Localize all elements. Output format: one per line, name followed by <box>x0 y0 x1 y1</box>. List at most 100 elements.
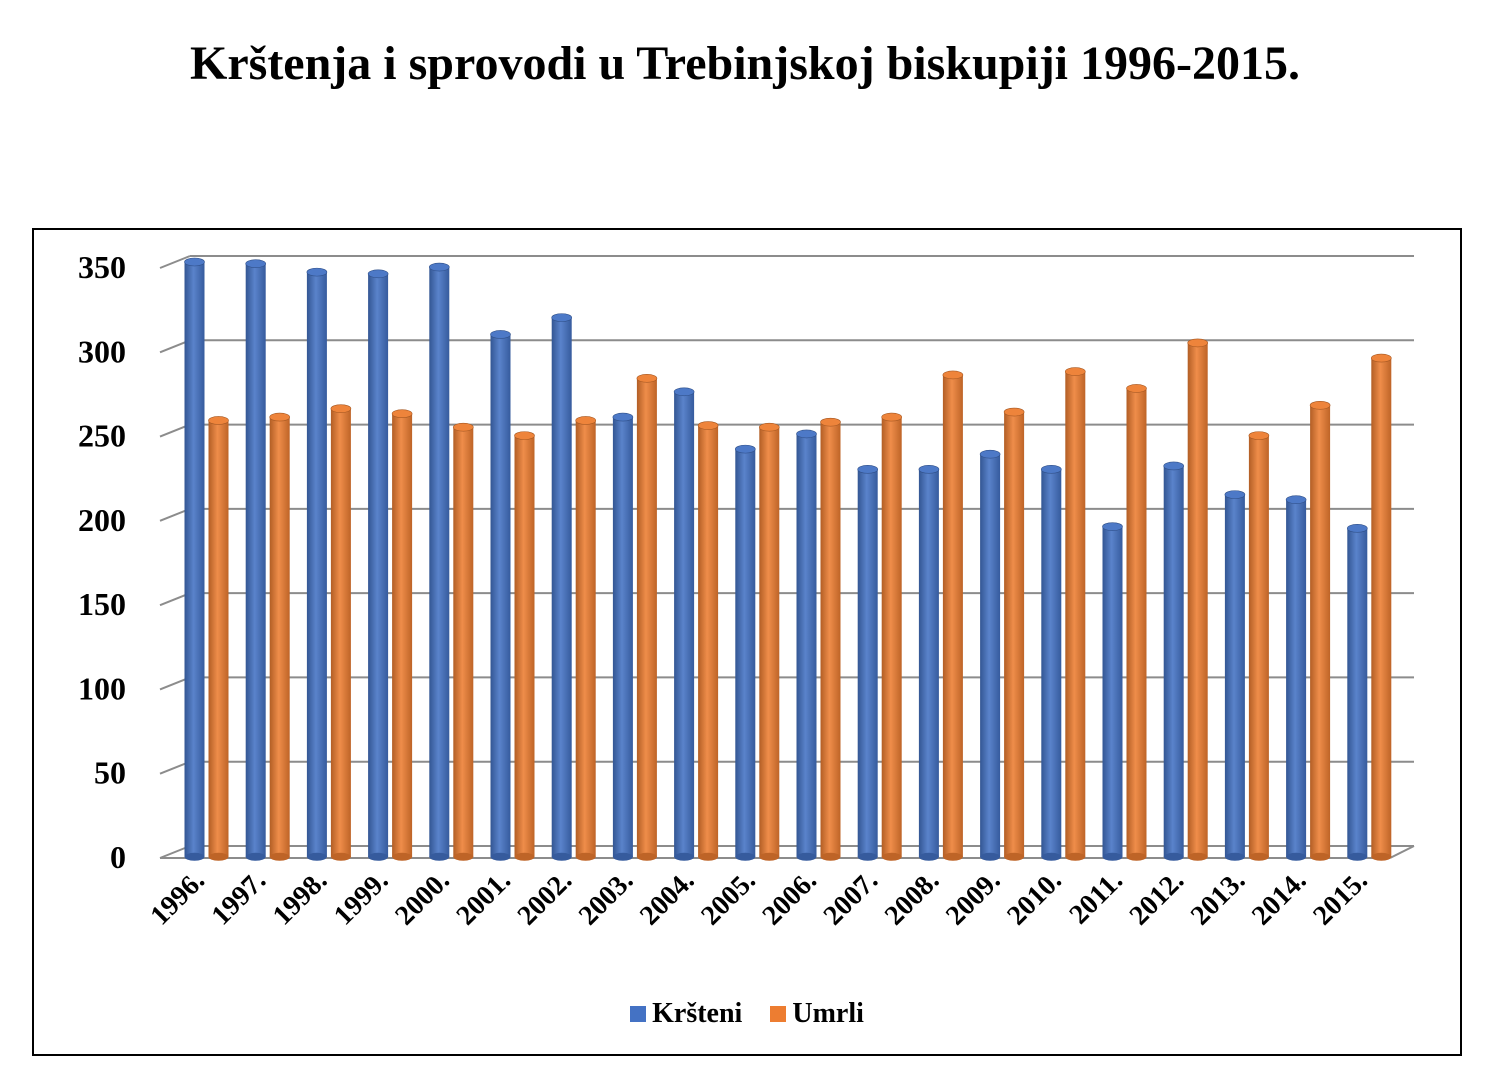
legend-swatch <box>630 1006 647 1022</box>
bar-top <box>367 269 389 279</box>
bar-umrli <box>759 427 780 857</box>
bar-krsteni <box>980 454 1001 857</box>
bar-base <box>429 852 450 861</box>
bar-top <box>1126 384 1147 393</box>
bar-base <box>490 852 511 861</box>
x-tick-label: 1998. <box>267 865 333 931</box>
x-tick-label: 2006. <box>756 865 822 931</box>
bar-top <box>208 416 229 425</box>
bar-base <box>1371 852 1392 861</box>
bar-base <box>1248 852 1269 861</box>
bar-top <box>330 404 352 413</box>
chart-legend: Kršteni Umrli <box>34 998 1460 1030</box>
bar-base <box>820 852 841 861</box>
bar-base <box>636 852 657 861</box>
bar-umrli <box>698 425 719 857</box>
legend-item: Kršteni <box>630 998 742 1030</box>
bar-base <box>1004 852 1025 861</box>
bar-krsteni <box>674 391 695 857</box>
bar-base <box>857 852 878 861</box>
bar-base <box>306 852 327 861</box>
bar-top <box>857 465 879 474</box>
x-tick-label: 2003. <box>573 865 639 931</box>
bar-base <box>269 852 290 861</box>
bar-base <box>208 852 229 861</box>
y-tick-label: 100 <box>78 670 126 706</box>
bar-top <box>1163 461 1184 471</box>
x-tick-label: 2009. <box>940 865 1006 931</box>
bar-umrli <box>1310 405 1331 857</box>
x-tick-label: 1997. <box>206 865 272 931</box>
bar-top <box>979 449 1001 459</box>
bar-base <box>796 852 817 861</box>
bar-umrli <box>330 408 351 857</box>
bar-base <box>1041 852 1062 861</box>
bar-top <box>1347 524 1368 533</box>
bar-base <box>551 852 572 861</box>
bar-top <box>575 416 597 425</box>
x-tick-label: 2014. <box>1246 865 1312 931</box>
bar-top <box>1371 353 1392 363</box>
bar-krsteni <box>857 469 878 857</box>
bar-top <box>1040 465 1062 474</box>
bar-umrli <box>514 435 535 857</box>
y-tick-label: 200 <box>78 502 126 538</box>
bar-umrli <box>1371 358 1392 857</box>
bar-krsteni <box>1286 499 1307 857</box>
gridline-depth <box>159 255 191 269</box>
bar-base <box>392 852 413 861</box>
bar-top <box>636 374 658 383</box>
bar-top <box>1224 490 1246 499</box>
y-tick-label: 350 <box>78 249 126 285</box>
bar-chart: 0 50 100 150 200 250 300 350 1996.1997.1998.1999… <box>78 249 1415 931</box>
bar-top <box>1003 407 1025 417</box>
bar-base <box>918 852 939 861</box>
bar-umrli <box>392 413 413 857</box>
bar-base <box>612 852 633 861</box>
x-tick-label: 2001. <box>450 865 516 931</box>
bar-umrli <box>575 420 596 857</box>
bar-top <box>1187 338 1208 348</box>
bar-base <box>698 852 719 861</box>
bar-krsteni <box>306 272 327 857</box>
bar-base <box>1065 852 1086 861</box>
bar-base <box>184 852 205 861</box>
bar-umrli <box>1065 371 1086 857</box>
bar-krsteni <box>184 262 205 857</box>
bar-top <box>673 387 695 397</box>
bar-base <box>245 852 266 861</box>
bar-base <box>1126 852 1147 861</box>
bar-top <box>1309 400 1331 410</box>
bar-top <box>1102 522 1123 531</box>
bar-base <box>1310 852 1331 861</box>
bar-krsteni <box>1347 528 1368 857</box>
bar-top <box>820 417 841 427</box>
bar-base <box>942 852 963 861</box>
y-tick-label: 300 <box>78 333 126 369</box>
x-tick-label: 2013. <box>1185 865 1251 931</box>
bar-top <box>391 409 413 419</box>
bar-top <box>269 412 290 422</box>
bar-krsteni <box>796 433 817 857</box>
bar-umrli <box>820 422 841 857</box>
x-tick-label: 2010. <box>1001 865 1067 931</box>
bar-top <box>306 267 328 277</box>
bar-base <box>453 852 474 861</box>
bar-umrli <box>881 417 902 857</box>
bar-base <box>1286 852 1307 861</box>
bar-base <box>368 852 389 861</box>
bar-krsteni <box>245 263 266 857</box>
bar-top <box>452 422 474 432</box>
bar-krsteni <box>1163 465 1184 857</box>
x-tick-label: 2012. <box>1124 865 1190 931</box>
bar-krsteni <box>612 417 633 857</box>
bar-umrli <box>208 420 229 857</box>
floor-edge-depth <box>1389 845 1415 859</box>
bar-top <box>1285 495 1307 504</box>
bar-base <box>1347 852 1368 861</box>
bar-top <box>881 412 903 422</box>
bar-top <box>697 421 719 430</box>
x-tick-label: 1999. <box>328 865 394 931</box>
bar-krsteni <box>918 469 939 857</box>
bar-base <box>980 852 1001 861</box>
